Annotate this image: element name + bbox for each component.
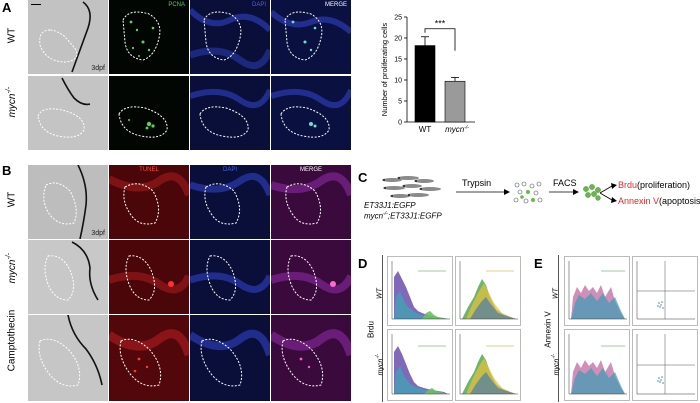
annexin-output-label: Annexin V(apoptosis) — [618, 196, 700, 206]
panel-a-row-mycn: mycn-/- — [5, 86, 19, 118]
trypsin-label: Trypsin — [462, 178, 492, 188]
brightfield-b-wt-image: 3dpf — [28, 165, 108, 239]
panel-label-a: A — [2, 0, 12, 15]
dapi-b-wt-image: DAPI — [190, 165, 270, 239]
dapi-b-campto-image — [190, 315, 270, 401]
brdu-histogram-wt-2 — [455, 256, 521, 326]
category-label-wt: WT — [419, 125, 432, 134]
bar — [414, 45, 436, 123]
dapi-mycn-image — [190, 76, 270, 150]
brightfield-b-mycn-image — [28, 240, 108, 314]
tunel-wt-image: TUNEL — [109, 165, 189, 239]
stage-label: 3dpf — [91, 65, 105, 72]
category-label-mycn: mycn-/- — [445, 125, 469, 134]
merge-b-mycn-image — [271, 240, 351, 314]
annexin-scatter-wt — [632, 256, 698, 326]
merge-b-campto-image — [271, 315, 351, 401]
significance-marker: *** — [435, 19, 446, 29]
panel-e-divider — [558, 255, 559, 402]
significance-bracket — [424, 28, 456, 51]
brdu-histogram-mycn-2 — [455, 329, 521, 401]
merge-mycn-image — [271, 76, 351, 150]
panel-d-side-label: Brdu — [366, 321, 376, 338]
brightfield-wt-image: 3dpf — [28, 0, 108, 74]
panel-b-row-mycn: mycn-/- — [5, 252, 19, 284]
stage-label-b: 3dpf — [91, 230, 105, 237]
panel-e-side-label: Annexin V — [543, 311, 553, 348]
panel-e-row-mycn: mycn-/- — [551, 353, 561, 376]
y-tick-label: 5 — [398, 99, 402, 106]
brightfield-b-campto-image — [28, 315, 108, 401]
y-tick-label: 10 — [394, 78, 402, 85]
panel-b-row-camptothecin: Camptothecin — [6, 309, 18, 372]
channel-dapi: DAPI — [251, 2, 266, 8]
panel-e-row-wt: WT — [552, 288, 560, 299]
panel-label-c: C — [358, 170, 368, 185]
y-axis-label: Number of proliferating cells — [380, 23, 389, 117]
panel-d-row-wt: WT — [376, 288, 384, 299]
merge-b-wt-image: MERGE — [271, 165, 351, 239]
channel-pcna: PCNA — [168, 2, 185, 8]
scale-bar — [31, 4, 41, 5]
branch-arrows-icon — [600, 183, 617, 203]
channel-merge: MERGE — [324, 2, 347, 8]
pcna-mycn-image — [109, 76, 189, 150]
arrow-icon-2 — [549, 189, 579, 195]
panel-label-d: D — [358, 256, 368, 271]
arrow-icon — [456, 189, 510, 195]
channel-tunel: TUNEL — [139, 167, 159, 173]
panel-label-e: E — [534, 256, 543, 271]
genotype-2-label: mycn-/-;ET33J1:EGFP — [364, 211, 442, 221]
brdu-output-label: Brdu(proliferation) — [618, 180, 691, 190]
proliferation-bar-chart: 0 5 10 15 20 25 Number of proliferating cells W… — [380, 15, 475, 134]
annexin-histogram-mycn — [564, 329, 630, 401]
brdu-histogram-wt-1 — [387, 256, 453, 326]
y-tick-label: 25 — [394, 15, 402, 22]
panel-d-divider — [382, 255, 383, 402]
dissociated-cells-icon — [513, 181, 543, 204]
channel-merge-b: MERGE — [299, 167, 322, 173]
sorted-cells-icon — [583, 184, 601, 201]
brdu-histogram-mycn-1 — [387, 329, 453, 401]
annexin-histogram-wt — [564, 256, 630, 326]
panel-label-b: B — [2, 163, 12, 178]
pcna-wt-image: PCNA — [109, 0, 189, 74]
tunel-campto-image — [109, 315, 189, 401]
panel-b-row-wt: WT — [6, 191, 18, 208]
y-tick-label: 0 — [398, 120, 402, 127]
channel-dapi-b: DAPI — [222, 167, 237, 173]
panel-a-row-wt: WT — [6, 27, 18, 44]
genotype-1-label: ET33J1:EGFP — [364, 201, 416, 210]
y-tick-label: 20 — [394, 36, 402, 43]
annexin-scatter-mycn — [632, 329, 698, 401]
zebrafish-larvae-icon — [382, 176, 441, 198]
y-tick-label: 15 — [394, 57, 402, 64]
dapi-wt-image: DAPI — [190, 0, 270, 74]
dapi-b-mycn-image — [190, 240, 270, 314]
panel-d-row-mycn: mycn-/- — [375, 353, 385, 376]
bar — [444, 80, 466, 123]
brightfield-mycn-image — [28, 76, 108, 150]
facs-label: FACS — [553, 178, 577, 188]
merge-wt-image: MERGE — [271, 0, 351, 74]
tunel-mycn-image — [109, 240, 189, 314]
